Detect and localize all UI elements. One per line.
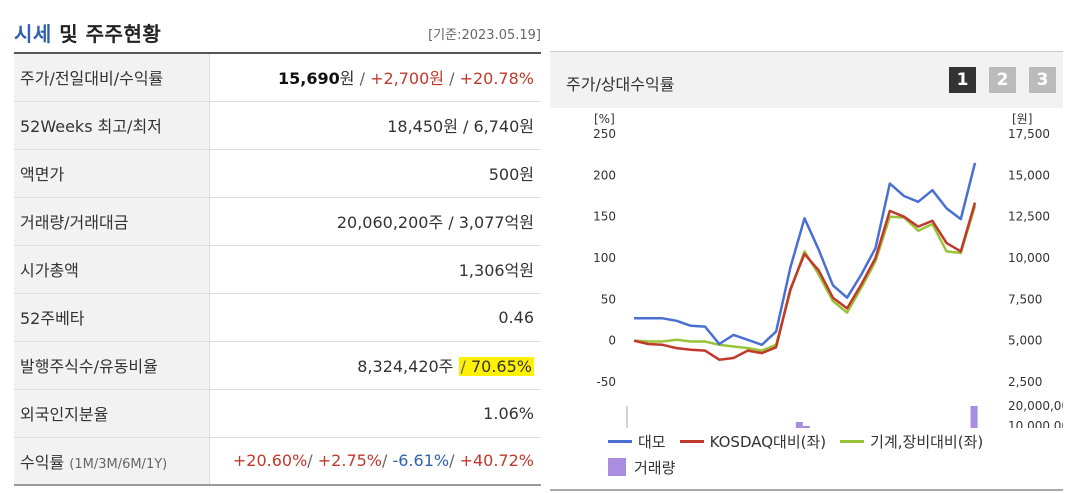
right-tick-label: 2,500 [1008,375,1042,389]
row-label: 거래량/거래대금 [14,197,210,246]
row-label: 주가/전일대비/수익률 [14,53,210,102]
right-tick-label: 7,500 [1008,292,1042,306]
left-tick-label: 100 [593,251,616,265]
volume-tick-label: 20,000,000 [1008,399,1063,413]
stock-summary-panel: 시세 및 주주현황 [기준:2023.05.19] 주가/전일대비/수익률 15… [14,0,541,493]
section-title: 시세 및 주주현황 [14,22,162,46]
table-row: 시가총액 1,306억원 [14,245,541,294]
series-line-2 [633,205,977,352]
price-return-chart: [%] [원] 250 200 150 100 50 0 -50 17,500 15,000 12,5… [593,112,1063,428]
left-tick-label: 200 [593,168,616,182]
table-row: 52주베타 0.46 [14,293,541,342]
series-line-1 [633,202,977,361]
right-tick-label: 5,000 [1008,334,1042,348]
chart-page-1-button[interactable]: 1 [949,67,976,93]
left-tick-label: 250 [593,127,616,141]
right-tick-label: 10,000 [1008,251,1050,265]
table-row: 액면가 500원 [14,149,541,198]
left-tick-label: 50 [601,292,616,306]
row-label: 발행주식수/유동비율 [14,341,210,390]
volume-bar [802,426,810,428]
right-tick-label: 15,000 [1008,168,1050,182]
chart-title: 주가/상대수익률 [566,75,675,94]
volume-bar [970,406,978,428]
chart-page-3-button[interactable]: 3 [1029,67,1056,93]
legend-item: 대모 [608,431,666,452]
left-tick-label: 150 [593,210,616,224]
chart-header: 주가/상대수익률 1 2 3 [550,52,1063,108]
left-axis-unit: [%] [594,112,615,126]
right-tick-label: 12,500 [1008,210,1050,224]
legend-item: 거래량 [608,457,675,478]
row-value: 20,060,200주 / 3,077억원 [209,197,541,246]
float-ratio-highlight: / 70.65% [458,357,534,376]
series-line-0 [634,162,977,347]
row-label: 52주베타 [14,293,210,342]
returns-value: +20.60%/ +2.75%/ -6.61%/ +40.72% [209,437,541,486]
row-label: 수익률 (1M/3M/6M/1Y) [14,437,210,486]
legend-item: 기계,장비대비(좌) [840,431,983,452]
row-label: 시가총액 [14,245,210,294]
table-row: 수익률 (1M/3M/6M/1Y) +20.60%/ +2.75%/ -6.61… [14,437,541,486]
row-label: 액면가 [14,149,210,198]
table-row: 거래량/거래대금 20,060,200주 / 3,077억원 [14,197,541,246]
legend-item: KOSDAQ대비(좌) [679,431,826,452]
volume-tick-label: 10,000,000 [1008,419,1063,428]
price-value: 15,690원 / +2,700원 / +20.78% [209,53,541,102]
left-tick-label: 0 [608,334,616,348]
chart-panel: 주가/상대수익률 1 2 3 [%] [원] 250 200 150 100 50 0 -50 1… [550,51,1063,491]
table-row: 주가/전일대비/수익률 15,690원 / +2,700원 / +20.78% [14,53,541,102]
row-value: 18,450원 / 6,740원 [209,101,541,150]
section-header: 시세 및 주주현황 [기준:2023.05.19] [14,14,541,46]
left-tick-label: -50 [596,375,616,389]
table-row: 발행주식수/유동비율 8,324,420주 / 70.65% [14,341,541,390]
row-value: 1,306억원 [209,245,541,294]
volume-bar [795,422,803,428]
right-axis-unit: [원] [1012,112,1032,126]
row-label: 외국인지분율 [14,389,210,438]
stock-info-table: 주가/전일대비/수익률 15,690원 / +2,700원 / +20.78% … [14,52,541,486]
chart-legend: 대모 KOSDAQ대비(좌) 기계,장비대비(좌) 거래량 [608,428,1048,480]
reference-date: [기준:2023.05.19] [428,28,541,43]
table-row: 52Weeks 최고/최저 18,450원 / 6,740원 [14,101,541,150]
row-label: 52Weeks 최고/최저 [14,101,210,150]
chart-page-2-button[interactable]: 2 [989,67,1016,93]
row-value: 500원 [209,149,541,198]
row-value: 0.46 [209,293,541,342]
right-tick-label: 17,500 [1008,127,1050,141]
shares-value: 8,324,420주 / 70.65% [209,341,541,390]
row-value: 1.06% [209,389,541,438]
table-row: 외국인지분율 1.06% [14,389,541,438]
